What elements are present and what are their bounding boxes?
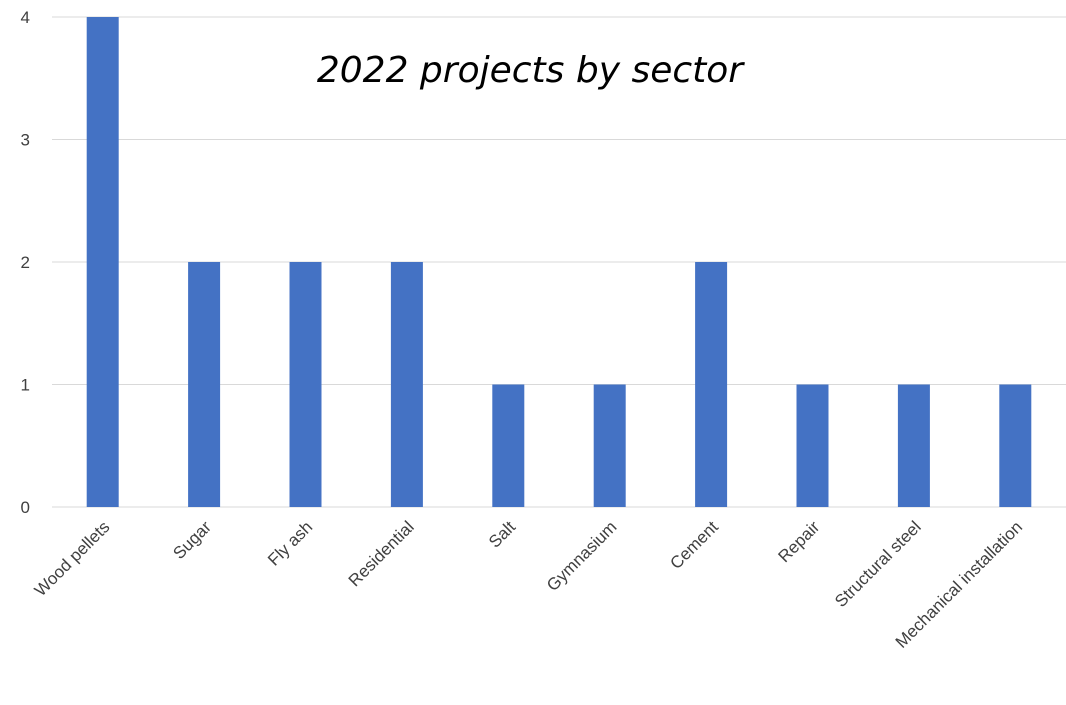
bar bbox=[695, 262, 728, 507]
y-tick-label: 2 bbox=[21, 253, 30, 272]
x-tick-label: Repair bbox=[774, 517, 823, 566]
bar bbox=[593, 384, 626, 507]
x-tick-label: Gymnasium bbox=[543, 517, 621, 595]
bars bbox=[86, 17, 1032, 507]
x-tick-label: Fly ash bbox=[264, 517, 316, 569]
bar bbox=[999, 384, 1032, 507]
bar bbox=[796, 384, 829, 507]
x-tick-label: Residential bbox=[345, 517, 418, 590]
x-tick-label: Structural steel bbox=[831, 517, 925, 611]
x-tick-label: Sugar bbox=[169, 517, 215, 563]
y-tick-label: 3 bbox=[21, 131, 30, 150]
bar bbox=[390, 262, 423, 507]
x-tick-label: Cement bbox=[666, 517, 722, 573]
bar bbox=[188, 262, 221, 507]
gridlines bbox=[52, 16, 1066, 508]
bar bbox=[289, 262, 322, 507]
x-tick-label: Wood pellets bbox=[31, 517, 114, 600]
y-axis-ticks: 0 1 2 3 4 bbox=[21, 8, 30, 517]
x-axis-ticks: Wood pellets Sugar Fly ash Residential Salt G… bbox=[31, 517, 1026, 652]
bar bbox=[86, 17, 119, 507]
y-tick-label: 4 bbox=[21, 8, 30, 27]
chart-title: 2022 projects by sector bbox=[316, 50, 744, 91]
y-tick-label: 0 bbox=[21, 498, 30, 517]
bar bbox=[492, 384, 525, 507]
y-tick-label: 1 bbox=[21, 376, 30, 395]
bar bbox=[897, 384, 930, 507]
x-tick-label: Salt bbox=[485, 517, 519, 551]
